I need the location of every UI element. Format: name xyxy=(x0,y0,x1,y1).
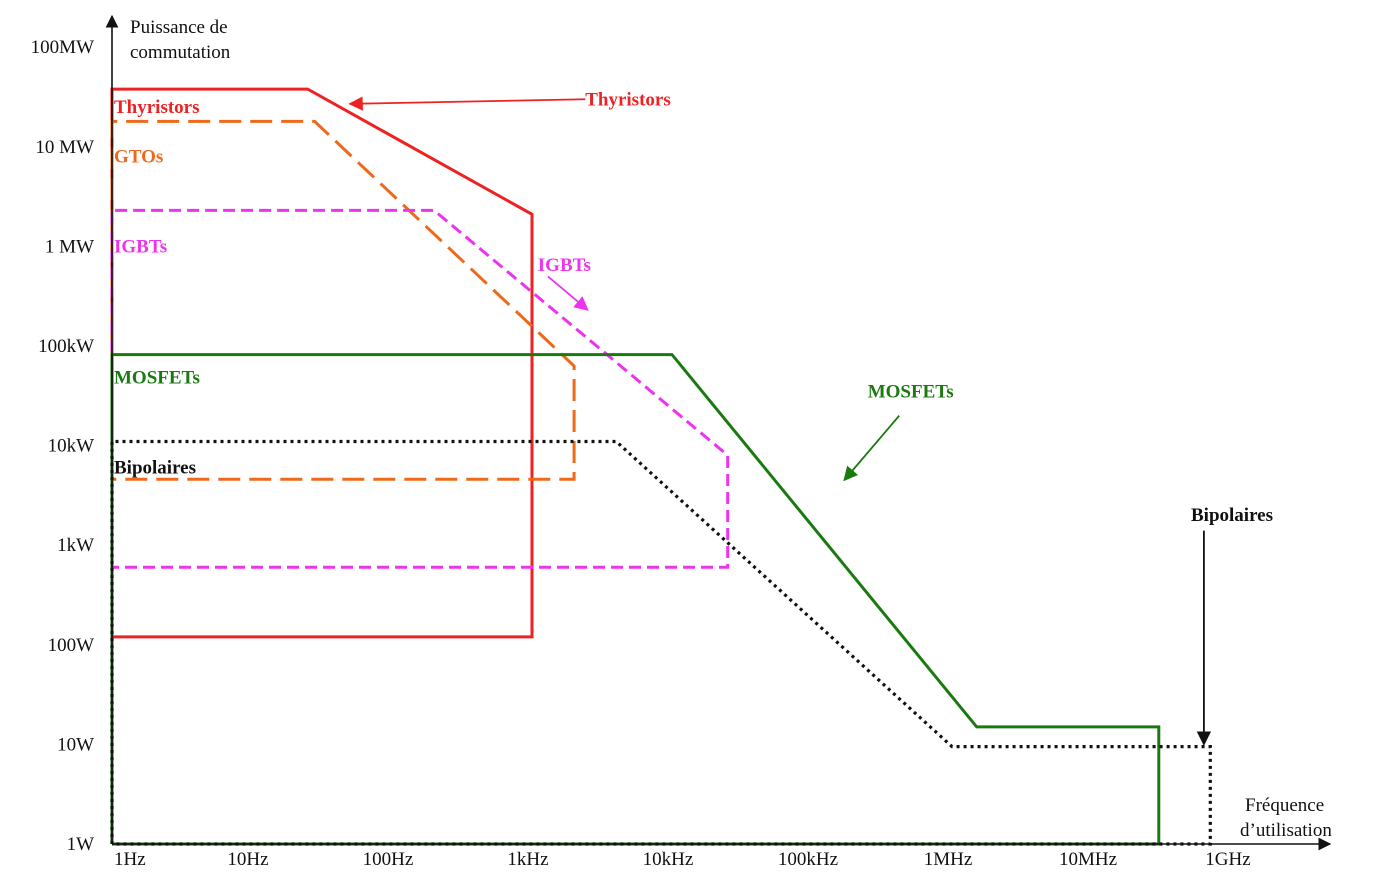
y-tick-label: 10 MW xyxy=(35,137,94,158)
series-label-mosfets: MOSFETs xyxy=(114,368,200,389)
x-tick-label: 1MHz xyxy=(924,849,973,870)
y-tick-label: 100MW xyxy=(31,37,94,58)
x-tick-label: 1kHz xyxy=(507,849,548,870)
y-tick-label: 100W xyxy=(48,635,95,656)
annotation-arrow-igbts xyxy=(547,275,589,311)
x-tick-label: 100kHz xyxy=(778,849,838,870)
x-tick-label: 10Hz xyxy=(227,849,268,870)
series-igbts-outline xyxy=(110,208,730,569)
y-axis-title-line-2: commutation xyxy=(130,42,231,63)
series-label-gtos: GTOs xyxy=(114,146,163,167)
series-label-bipolaires: Bipolaires xyxy=(114,458,196,479)
y-axis-title: Puissance de commutation xyxy=(130,17,232,63)
x-axis-title-line-1: Fréquence xyxy=(1245,795,1324,816)
x-axis-title-line-2: d’utilisation xyxy=(1240,820,1332,841)
annotation-label-igbts: IGBTs xyxy=(538,255,591,276)
y-tick-label: 100kW xyxy=(38,336,94,357)
annotation-label-mosfets: MOSFETs xyxy=(868,381,954,402)
series-bipolaires-outline xyxy=(110,439,1212,846)
x-tick-label: 10kHz xyxy=(643,849,694,870)
x-tick-label: 1GHz xyxy=(1205,849,1250,870)
y-tick-label: 1kW xyxy=(57,535,94,556)
series-thyristors-outline xyxy=(110,87,534,639)
y-tick-label: 10kW xyxy=(48,436,95,457)
annotation-label-bipolaires: Bipolaires xyxy=(1191,505,1273,526)
series-label-igbts: IGBTs xyxy=(114,236,167,257)
x-tick-label: 100Hz xyxy=(363,849,414,870)
x-tick-label: 1Hz xyxy=(114,849,146,870)
x-tick-label: 10MHz xyxy=(1059,849,1117,870)
series-gtos-outline xyxy=(110,119,576,481)
annotation-label-thyristors: Thyristors xyxy=(585,89,671,110)
annotation-arrow-thyristors xyxy=(348,96,586,111)
y-tick-label: 1W xyxy=(67,834,95,855)
annotation-arrow-mosfets xyxy=(843,415,900,482)
series-label-thyristors: Thyristors xyxy=(114,97,200,118)
series-mosfets-outline xyxy=(110,353,1161,846)
y-axis-title-line-1: Puissance de xyxy=(130,17,228,38)
y-tick-label: 1 MW xyxy=(45,236,94,257)
x-axis-title: Fréquence d’utilisation xyxy=(1240,795,1332,841)
y-tick-label: 10W xyxy=(57,734,94,755)
